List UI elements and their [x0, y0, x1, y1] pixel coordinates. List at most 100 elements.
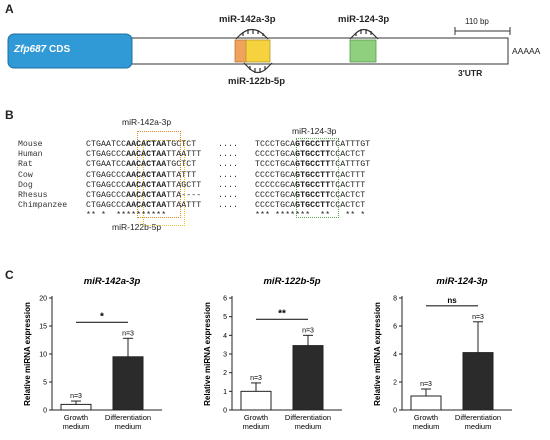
gap-dots: .... — [218, 140, 239, 149]
y-tick-label: 6 — [223, 296, 227, 303]
panel-b-letter: B — [5, 108, 14, 122]
gap-dots: .... — [218, 201, 239, 211]
sequence-right: CCCCCGCAGTGCCTTTCACTTT — [255, 180, 366, 190]
y-tick-label: 3 — [223, 352, 227, 359]
scale-bar — [454, 27, 511, 35]
mir122-site — [245, 39, 271, 63]
seed-mir142: AACACTAA — [126, 160, 167, 170]
bar-growth-medium — [240, 390, 272, 411]
y-tick-label: 4 — [393, 352, 397, 359]
species-name: Human — [18, 150, 43, 160]
category-label: medium — [63, 422, 90, 431]
sequence-left: CTGAGCCCAACACTAATTATTT — [86, 170, 197, 180]
category-label: Growth — [244, 413, 268, 422]
y-tick-label: 10 — [39, 352, 47, 359]
sequence-right: CCCCTGCAGTGCCTTCCACTCT — [255, 201, 366, 211]
category-label: Differentiation — [455, 413, 501, 422]
gap-dots: .... — [218, 170, 239, 180]
panel-c-letter: C — [5, 268, 14, 282]
y-tick-label: 1 — [223, 389, 227, 396]
y-tick-label: 15 — [39, 324, 47, 331]
mir124-site — [349, 39, 377, 63]
significance-label: ** — [278, 308, 286, 319]
category-label: Differentiation — [105, 413, 151, 422]
seed-mir142: AACACTAA — [126, 180, 167, 190]
mir142-label: miR-142a-3p — [219, 14, 276, 25]
seed-mir124: GTGCCTT — [295, 191, 331, 200]
n-label: n=3 — [70, 393, 82, 400]
bar-differentiation-medium — [112, 356, 144, 411]
y-axis-label: Relative miRNA expression — [203, 302, 212, 406]
y-tick-label: 0 — [393, 408, 397, 415]
align-mir122-label: miR-122b-5p — [112, 222, 162, 232]
sequence-left: CTGAATCCAACACTAATGCTCT — [86, 140, 197, 149]
seed-mir124: GTGCCTT — [295, 201, 331, 211]
utr-label: 3'UTR — [458, 68, 483, 78]
y-axis-label: Relative miRNA expression — [373, 302, 382, 406]
category-label: Differentiation — [285, 413, 331, 422]
category-label: medium — [413, 422, 440, 431]
species-name: Rat — [18, 160, 33, 170]
sequence-right: CCCCTGCAGTGCCTTCCACTCT — [255, 150, 366, 160]
mir122-hairpin-icon — [243, 62, 273, 74]
y-tick-label: 2 — [223, 370, 227, 377]
conservation-left: ** * ********** — [86, 211, 167, 221]
y-tick-label: 20 — [39, 296, 47, 303]
cds-label: Zfp687 CDS — [14, 44, 70, 55]
sequence-right: CCCCTGCAGTGCCTTTCACTTT — [255, 170, 366, 180]
y-tick-label: 0 — [43, 408, 47, 415]
species-name: Rhesus — [18, 191, 48, 200]
gap-dots: .... — [218, 180, 239, 190]
y-tick-label: 5 — [223, 314, 227, 321]
category-label: medium — [115, 422, 142, 431]
mir142-box — [137, 131, 181, 218]
y-tick-label: 8 — [393, 296, 397, 303]
align-mir124-label: miR-124-3p — [292, 126, 337, 136]
mir124-box — [296, 138, 339, 218]
mir142-site — [234, 39, 248, 63]
species-name: Chimpanzee — [18, 201, 68, 211]
mir124-label: miR-124-3p — [338, 14, 390, 25]
n-label: n=3 — [122, 330, 134, 337]
gap-dots: .... — [218, 160, 239, 170]
conservation-right: *** ******* ** ** * — [255, 211, 366, 221]
seed-mir124: GTGCCTT — [295, 150, 331, 160]
seed-mir142: AACACTAA — [126, 140, 167, 149]
seed-mir142: AACACTAA — [126, 150, 167, 160]
n-label: n=3 — [472, 314, 484, 321]
chart-title: miR-122b-5p — [263, 276, 320, 287]
category-label: Growth — [414, 413, 438, 422]
seed-mir142: AACACTAA — [126, 170, 167, 180]
chart-title: miR-142a-3p — [84, 276, 141, 287]
scale-label: 110 bp — [465, 17, 489, 26]
seed-mir142: AACACTAA — [126, 191, 167, 200]
seed-mir124: GTGCCTT — [295, 140, 331, 149]
panel-a-letter: A — [5, 2, 14, 16]
significance-label: ns — [447, 296, 457, 305]
species-name: Cow — [18, 170, 33, 180]
align-mir142-label: miR-142a-3p — [122, 117, 172, 127]
y-tick-label: 4 — [223, 333, 227, 340]
sequence-left: CTGAATCCAACACTAATGCTCT — [86, 160, 197, 170]
y-tick-label: 0 — [223, 408, 227, 415]
category-label: Growth — [64, 413, 88, 422]
gene-diagram — [7, 27, 511, 74]
y-tick-label: 5 — [43, 380, 47, 387]
gap-dots: .... — [218, 191, 239, 200]
seed-mir124: GTGCCTT — [295, 180, 331, 190]
sequence-left: CTGAGCCCAACACTAATTAGCTT — [86, 180, 202, 190]
significance-label: * — [100, 311, 104, 322]
species-name: Mouse — [18, 140, 43, 149]
category-label: medium — [295, 422, 322, 431]
cds-box — [7, 33, 133, 69]
sequence-right: CCCCTGCAGTGCCTTCCACTCT — [255, 191, 366, 200]
polya-tail: AAAAA — [512, 46, 541, 56]
bar-differentiation-medium — [462, 352, 494, 411]
seed-mir124: GTGCCTT — [295, 160, 331, 170]
bar-differentiation-medium — [292, 345, 324, 411]
mir122-label: miR-122b-5p — [228, 76, 286, 87]
category-label: medium — [465, 422, 492, 431]
category-label: medium — [243, 422, 270, 431]
sequence-right: TCCCTGCAGTGCCTTTCATTTGT — [255, 160, 371, 170]
